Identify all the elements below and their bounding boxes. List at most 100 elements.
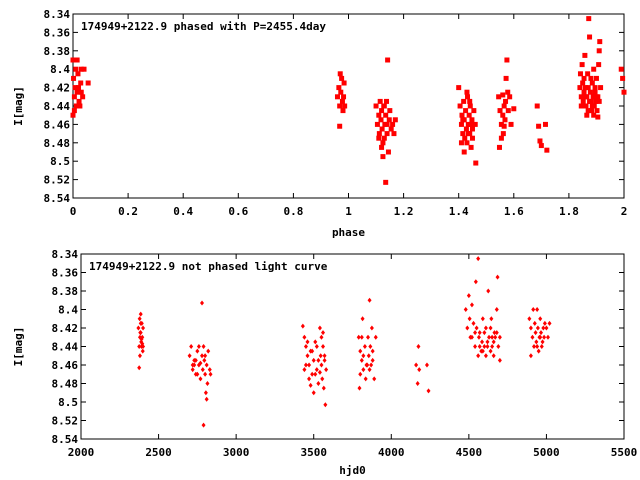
x-tick-label: 1.8 bbox=[559, 205, 579, 218]
data-point bbox=[495, 274, 500, 280]
data-point bbox=[305, 353, 310, 359]
data-point bbox=[141, 325, 146, 331]
data-point bbox=[321, 385, 326, 391]
data-point bbox=[136, 325, 141, 331]
data-point bbox=[388, 126, 394, 132]
data-point bbox=[536, 348, 541, 354]
data-point bbox=[468, 121, 474, 127]
chart-title: 174949+2122.9 phased with P=2455.4day bbox=[81, 20, 326, 33]
data-point bbox=[531, 307, 536, 312]
data-point bbox=[535, 325, 540, 331]
data-point bbox=[473, 330, 478, 336]
data-point bbox=[192, 362, 197, 368]
data-point bbox=[585, 108, 591, 114]
data-point bbox=[593, 94, 599, 100]
data-point bbox=[465, 325, 470, 331]
data-point bbox=[359, 334, 364, 340]
data-point bbox=[361, 353, 366, 359]
data-point bbox=[477, 344, 482, 349]
data-point bbox=[486, 288, 491, 294]
data-point bbox=[497, 357, 502, 363]
data-point bbox=[318, 353, 323, 359]
data-point bbox=[201, 422, 206, 428]
data-point bbox=[321, 330, 326, 336]
y-tick-label: 8.38 bbox=[44, 45, 71, 58]
data-point bbox=[365, 362, 370, 368]
data-point bbox=[592, 85, 598, 91]
data-point bbox=[78, 80, 84, 86]
data-point bbox=[588, 108, 594, 114]
data-point bbox=[589, 103, 595, 109]
data-point bbox=[590, 94, 596, 100]
data-point bbox=[480, 339, 485, 345]
data-point bbox=[310, 348, 315, 354]
y-tick-label: 8.42 bbox=[44, 82, 71, 95]
y-tick-label: 8.4 bbox=[50, 63, 70, 76]
data-point bbox=[469, 126, 475, 132]
data-point bbox=[367, 297, 372, 303]
data-point bbox=[311, 390, 316, 396]
data-point bbox=[307, 362, 312, 368]
data-point bbox=[303, 362, 308, 368]
data-point bbox=[307, 376, 312, 382]
y-tick-label: 8.38 bbox=[52, 285, 79, 298]
data-point bbox=[195, 348, 200, 354]
data-point bbox=[71, 108, 77, 114]
data-point bbox=[200, 300, 205, 306]
data-point bbox=[591, 66, 597, 72]
data-point bbox=[577, 71, 583, 77]
data-point bbox=[138, 311, 143, 317]
data-point bbox=[581, 75, 587, 81]
data-point bbox=[75, 71, 81, 77]
x-tick-label: 2000 bbox=[68, 446, 95, 459]
data-point bbox=[202, 357, 207, 363]
data-point bbox=[341, 80, 347, 86]
data-point bbox=[70, 57, 76, 63]
data-point bbox=[85, 80, 91, 86]
data-point bbox=[578, 94, 584, 100]
data-point bbox=[357, 385, 362, 391]
data-point bbox=[386, 117, 392, 123]
data-point bbox=[620, 75, 626, 81]
data-point bbox=[195, 371, 200, 377]
data-point bbox=[336, 85, 342, 91]
data-point bbox=[469, 135, 475, 141]
data-point bbox=[490, 344, 495, 349]
data-point bbox=[374, 121, 380, 127]
data-point bbox=[138, 330, 143, 336]
x-tick-label: 0.4 bbox=[173, 205, 193, 218]
y-tick-label: 8.34 bbox=[52, 248, 79, 261]
x-tick-label: 2500 bbox=[145, 446, 172, 459]
data-point bbox=[491, 353, 496, 359]
data-point bbox=[582, 94, 588, 100]
data-point bbox=[542, 334, 547, 340]
data-point bbox=[528, 325, 533, 331]
data-point bbox=[473, 160, 479, 166]
x-tick-label: 3000 bbox=[223, 446, 250, 459]
data-point bbox=[501, 123, 507, 129]
data-point bbox=[588, 75, 594, 81]
y-tick-label: 8.48 bbox=[44, 137, 71, 150]
data-point bbox=[500, 131, 506, 137]
data-point bbox=[200, 353, 205, 359]
data-point bbox=[339, 98, 345, 104]
data-point bbox=[366, 334, 371, 340]
data-point bbox=[392, 117, 398, 123]
y-tick-label: 8.44 bbox=[52, 341, 79, 354]
data-point bbox=[483, 353, 488, 359]
data-point bbox=[370, 357, 375, 363]
data-point bbox=[577, 85, 583, 91]
data-point bbox=[78, 89, 84, 95]
data-point bbox=[302, 334, 307, 340]
data-point bbox=[376, 112, 382, 118]
data-point bbox=[485, 344, 490, 349]
data-point bbox=[496, 144, 502, 150]
data-point bbox=[459, 112, 465, 118]
data-point bbox=[537, 138, 543, 144]
data-point bbox=[585, 71, 591, 77]
data-point bbox=[203, 353, 208, 359]
data-point bbox=[314, 367, 319, 373]
data-point bbox=[387, 108, 393, 114]
data-point bbox=[582, 52, 588, 58]
